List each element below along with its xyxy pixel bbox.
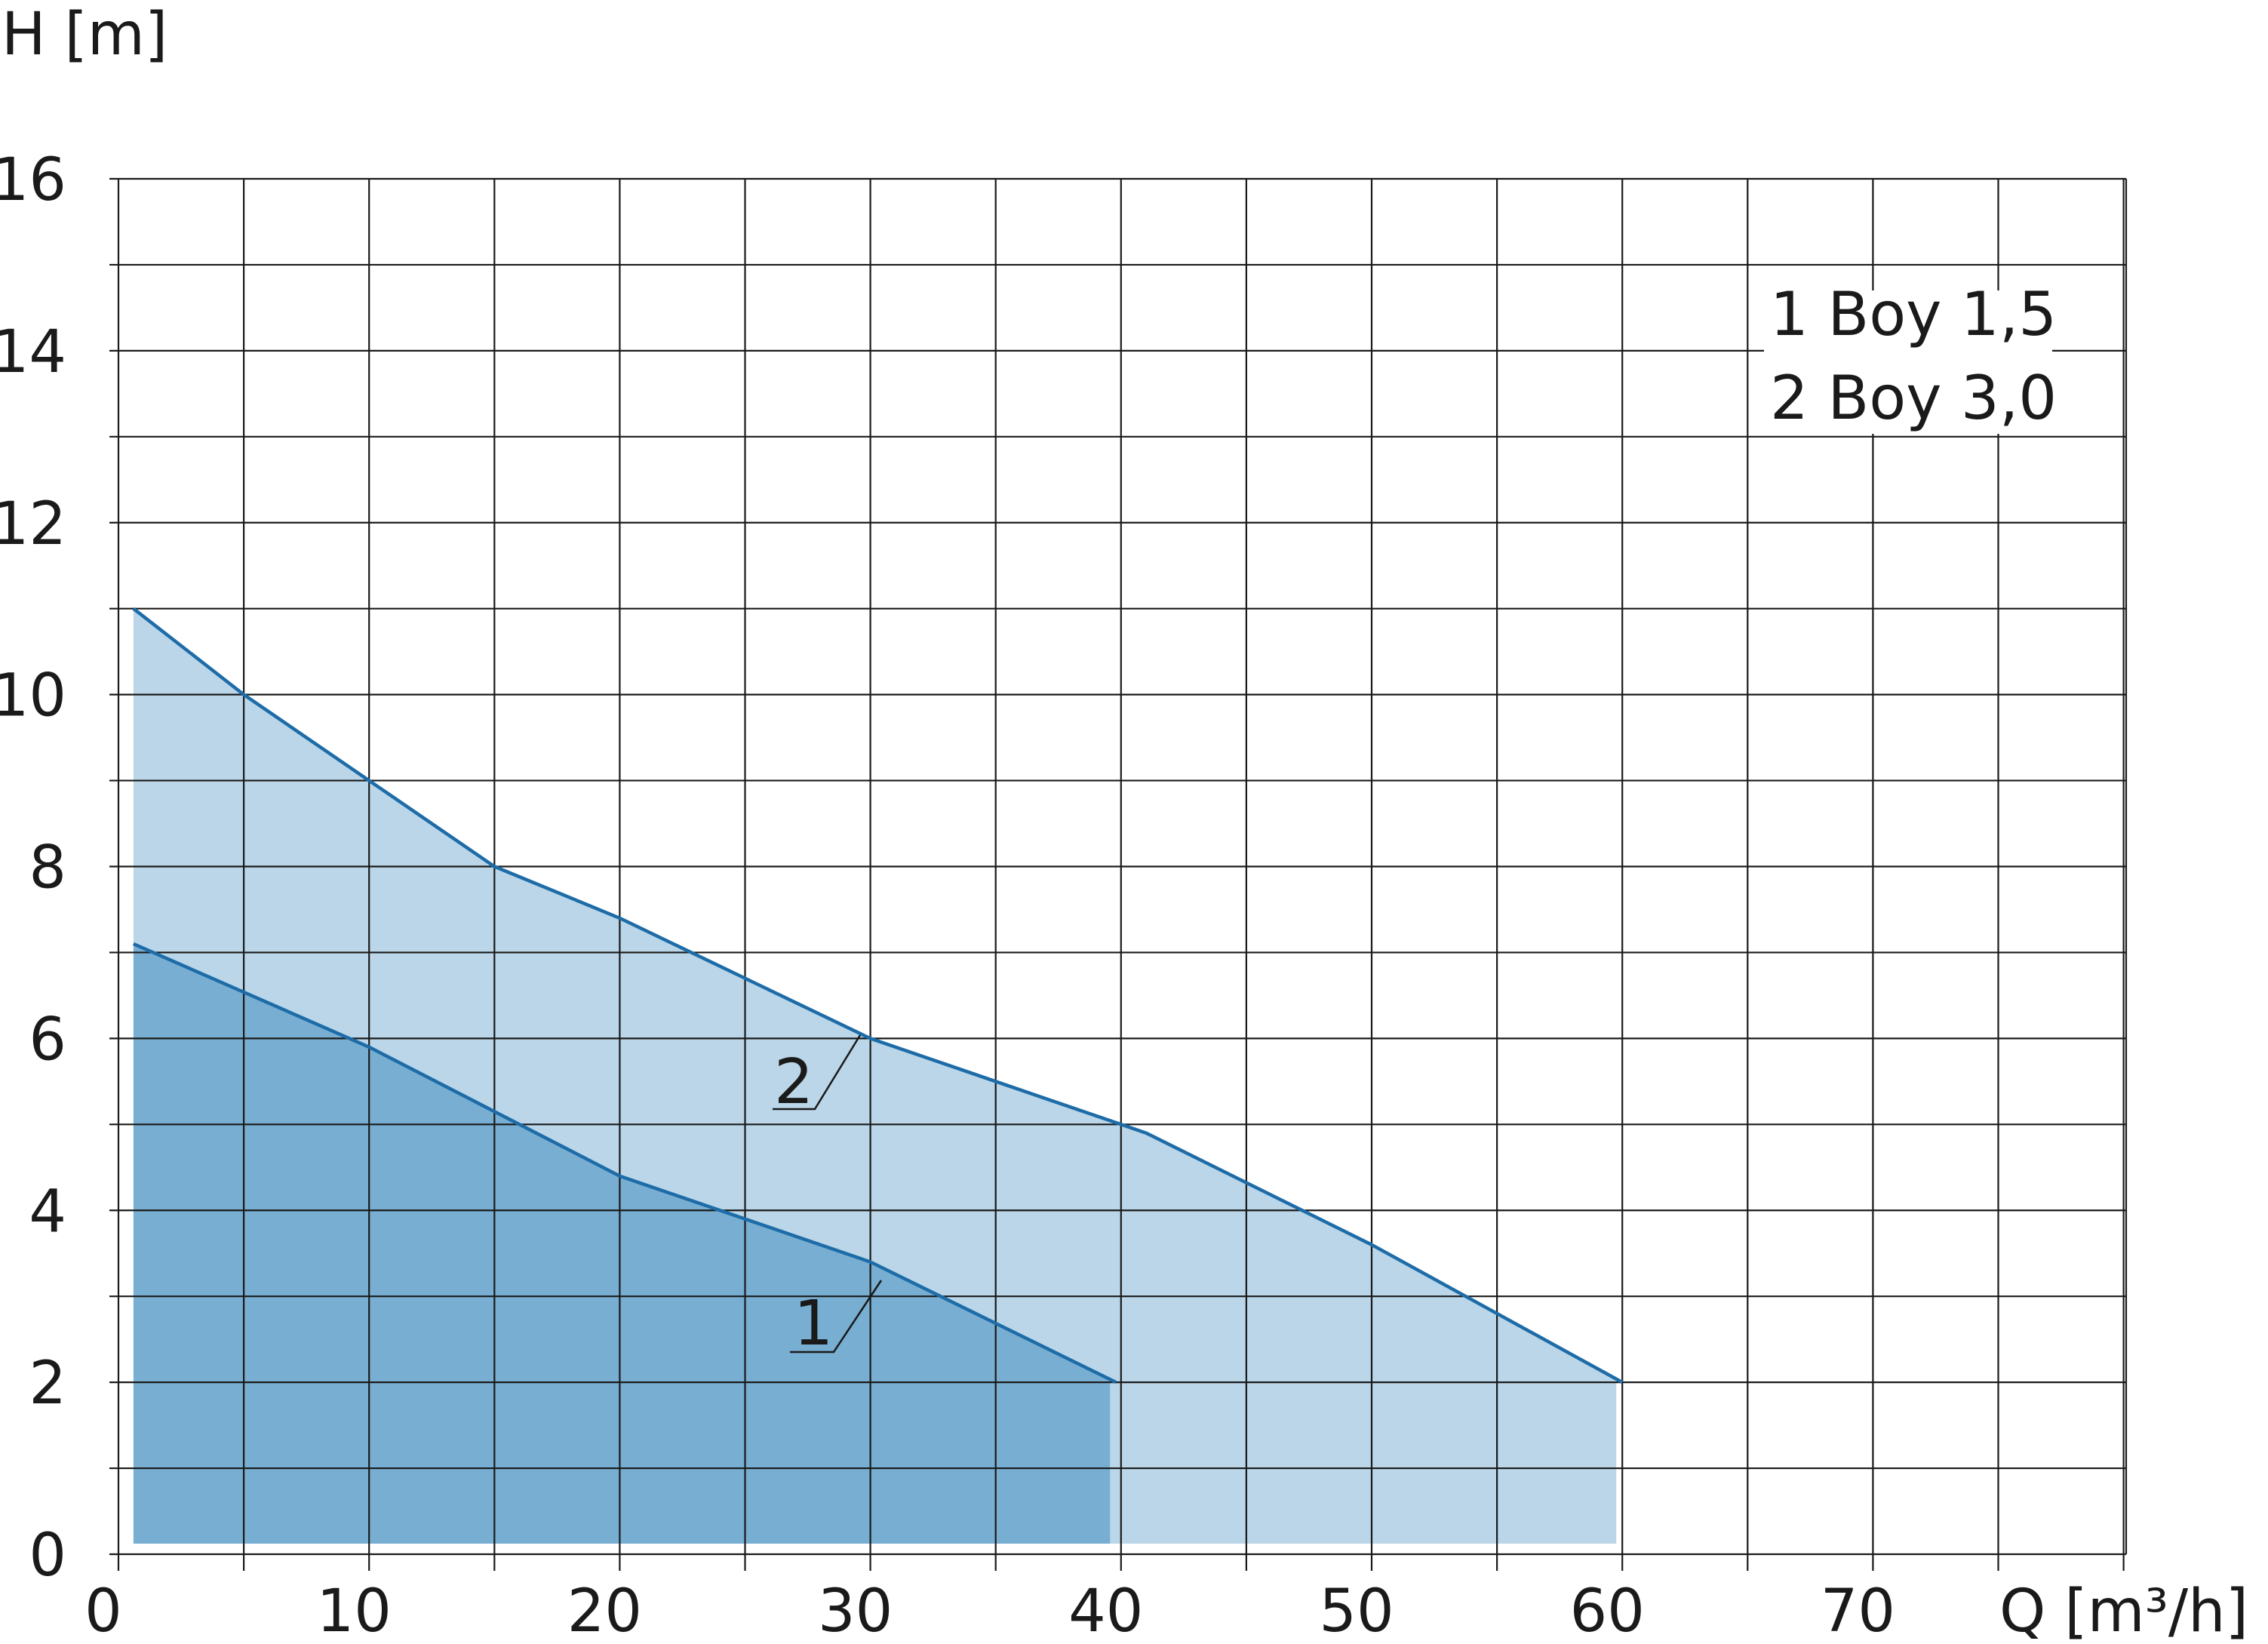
area-fills	[133, 608, 1623, 1544]
x-tick-label: 20	[567, 1578, 642, 1644]
legend-entry-2: 2 Boy 3,0	[1770, 363, 2057, 433]
y-tick-label: 8	[29, 834, 66, 902]
grid-lines	[109, 177, 2128, 1571]
curve-label-1: 1	[790, 1280, 883, 1360]
legend: 1 Boy 1,5 2 Boy 3,0	[1764, 279, 2057, 434]
y-tick-label: 14	[0, 318, 66, 386]
y-tick-label: 10	[0, 662, 66, 730]
x-tick-label: 0	[85, 1578, 122, 1644]
curve-label-1-text: 1	[794, 1288, 833, 1360]
x-tick-label: 50	[1319, 1578, 1394, 1644]
x-tick-label: 70	[1821, 1578, 1895, 1644]
x-tick-label: 30	[818, 1578, 893, 1644]
y-tick-label: 16	[0, 146, 66, 214]
series-lines	[132, 607, 1624, 1384]
x-axis-label: Q [m³/h]	[1999, 1578, 2248, 1644]
y-tick-label: 6	[29, 1006, 66, 1074]
x-tick-labels: 0 10 20 30 40 50 60 70	[85, 1578, 1895, 1644]
series-line-1	[132, 942, 1117, 1384]
curve-label-2-leader	[773, 1034, 862, 1111]
legend-entry-1: 1 Boy 1,5	[1770, 279, 2057, 349]
curve-label-1-leader	[790, 1280, 883, 1354]
y-tick-label: 2	[29, 1350, 66, 1418]
y-tick-label: 0	[29, 1522, 66, 1590]
curve-label-2: 2	[773, 1034, 862, 1118]
y-tick-labels: 0 2 4 6 8 10 12 14 16	[0, 146, 66, 1590]
series-line-2	[132, 607, 1624, 1384]
curve-label-2-text: 2	[774, 1046, 813, 1118]
x-tick-label: 40	[1068, 1578, 1143, 1644]
y-tick-label: 12	[0, 490, 66, 558]
x-tick-label: 10	[317, 1578, 392, 1644]
y-axis-label: H [m]	[2, 1, 167, 69]
y-tick-label: 4	[29, 1178, 66, 1246]
legend-background	[1764, 290, 2052, 434]
x-tick-label: 60	[1570, 1578, 1645, 1644]
